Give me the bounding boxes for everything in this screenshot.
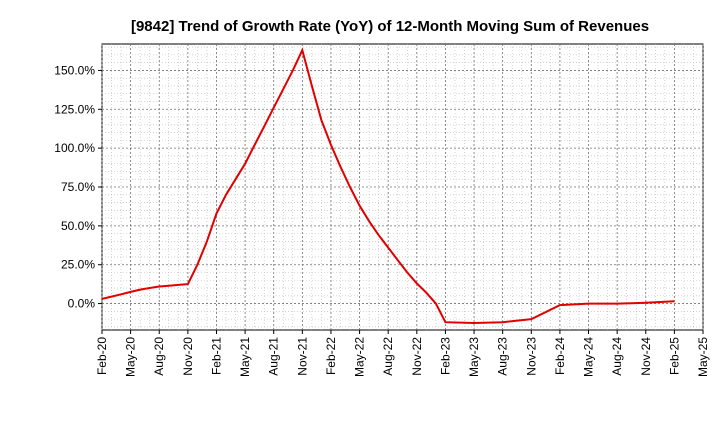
data-point <box>292 69 294 71</box>
x-tick-label: Feb-22 <box>324 337 338 375</box>
data-point <box>187 283 189 285</box>
x-tick-label: Feb-23 <box>438 337 452 375</box>
x-tick-label: Feb-25 <box>667 337 681 375</box>
data-point <box>645 302 647 304</box>
data-point <box>339 166 341 168</box>
data-point <box>311 85 313 87</box>
data-point <box>330 144 332 146</box>
data-point <box>320 119 322 121</box>
data-point <box>282 88 284 90</box>
x-tick-label: Feb-24 <box>553 337 567 375</box>
y-tick-label: 0.0% <box>68 297 96 311</box>
data-point <box>273 107 275 109</box>
data-point <box>244 163 246 165</box>
data-point <box>673 300 675 302</box>
x-tick-label: May-23 <box>467 337 481 377</box>
data-point <box>263 125 265 127</box>
data-point <box>177 284 179 286</box>
x-tick-label: Aug-22 <box>381 337 395 376</box>
x-tick-label: May-21 <box>238 337 252 377</box>
y-tick-label: 25.0% <box>61 258 95 272</box>
x-tick-label: Aug-20 <box>152 337 166 376</box>
data-point <box>588 303 590 305</box>
data-point <box>397 259 399 261</box>
data-point <box>435 303 437 305</box>
data-point <box>235 178 237 180</box>
x-tick-label: Aug-21 <box>267 337 281 376</box>
y-tick-label: 150.0% <box>54 63 95 77</box>
data-point <box>559 304 561 306</box>
y-axis: 0.0% 25.0% 50.0% 75.0% 100.0% 125.0% 150.0% <box>54 63 102 311</box>
data-point <box>196 264 198 266</box>
y-tick-label: 50.0% <box>61 219 95 233</box>
x-tick-label: May-24 <box>582 337 596 377</box>
data-point <box>111 296 113 298</box>
data-point <box>254 144 256 146</box>
data-point <box>120 293 122 295</box>
x-tick-label: Feb-21 <box>209 337 223 375</box>
chart-title: [9842] Trend of Growth Rate (YoY) of 12-… <box>131 18 649 35</box>
y-tick-label: 75.0% <box>61 180 95 194</box>
grid-lines <box>101 44 704 330</box>
x-tick-label: Feb-20 <box>95 337 109 375</box>
data-point <box>130 291 132 293</box>
series-line <box>101 47 675 325</box>
data-point <box>168 285 170 287</box>
x-tick-label: May-20 <box>124 337 138 377</box>
x-tick-label: May-22 <box>353 337 367 377</box>
y-tick-label: 125.0% <box>54 102 95 116</box>
data-point <box>530 318 532 320</box>
data-point <box>368 220 370 222</box>
data-point <box>158 285 160 287</box>
data-point <box>616 303 618 305</box>
data-point <box>349 186 351 188</box>
data-point <box>378 234 380 236</box>
data-point <box>387 247 389 249</box>
data-point <box>149 287 151 289</box>
x-tick-label: Aug-23 <box>496 337 510 376</box>
x-tick-label: Nov-22 <box>410 337 424 376</box>
data-point <box>225 194 227 196</box>
data-point <box>359 205 361 207</box>
data-point <box>502 321 504 323</box>
y-tick-label: 100.0% <box>54 141 95 155</box>
data-point <box>206 240 208 242</box>
data-point <box>301 49 303 51</box>
x-tick-label: Nov-20 <box>181 337 195 376</box>
x-tick-label: Nov-23 <box>524 337 538 376</box>
x-tick-label: Nov-24 <box>639 337 653 376</box>
x-axis: Feb-20 May-20 Aug-20 Nov-20 Feb-21 May-21 Aug-… <box>95 330 710 377</box>
data-point <box>406 271 408 273</box>
data-point <box>139 289 141 291</box>
data-point <box>444 321 446 323</box>
data-point <box>101 298 103 300</box>
data-point <box>425 292 427 294</box>
data-point <box>473 322 475 324</box>
data-point <box>215 212 217 214</box>
data-point <box>416 282 418 284</box>
x-tick-label: May-25 <box>696 337 710 377</box>
x-tick-label: Nov-21 <box>295 337 309 376</box>
x-tick-label: Aug-24 <box>610 337 624 376</box>
